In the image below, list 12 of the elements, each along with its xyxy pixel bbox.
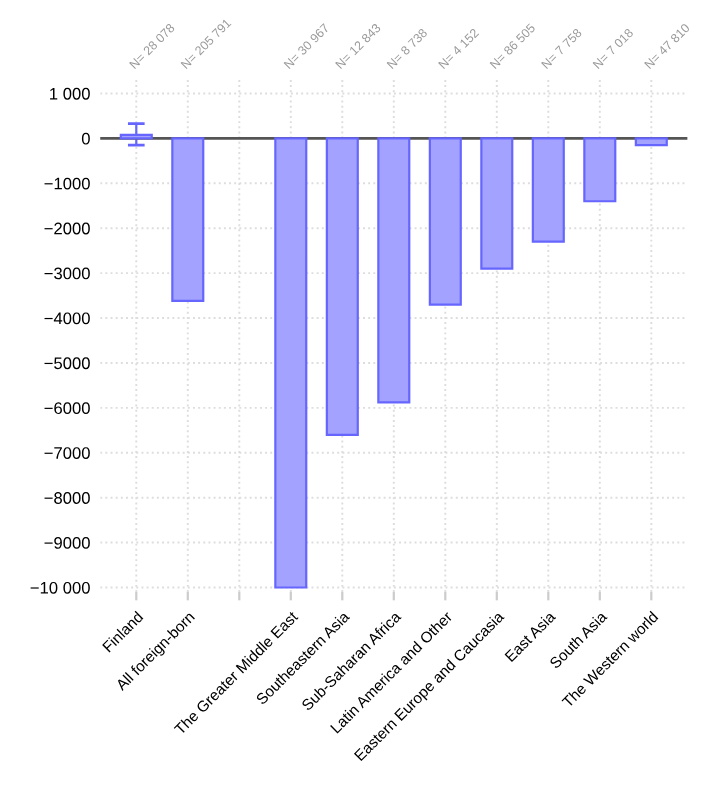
y-tick-label: −3000 [44,267,90,280]
y-tick-label: −10 000 [30,581,90,594]
y-tick-label: −5000 [44,357,90,370]
y-tick-label: 0 [81,132,90,145]
y-tick-label: −7000 [44,447,90,459]
y-tick-label: −4000 [44,312,90,325]
y-tick-label: −1000 [44,177,90,190]
y-tick-label: 1 000 [50,87,90,100]
y-tick-label: −9000 [44,537,90,549]
y-tick-label: −2000 [44,222,90,235]
y-tick-label: −6000 [44,402,90,415]
y-tick-label: −8000 [44,492,90,504]
